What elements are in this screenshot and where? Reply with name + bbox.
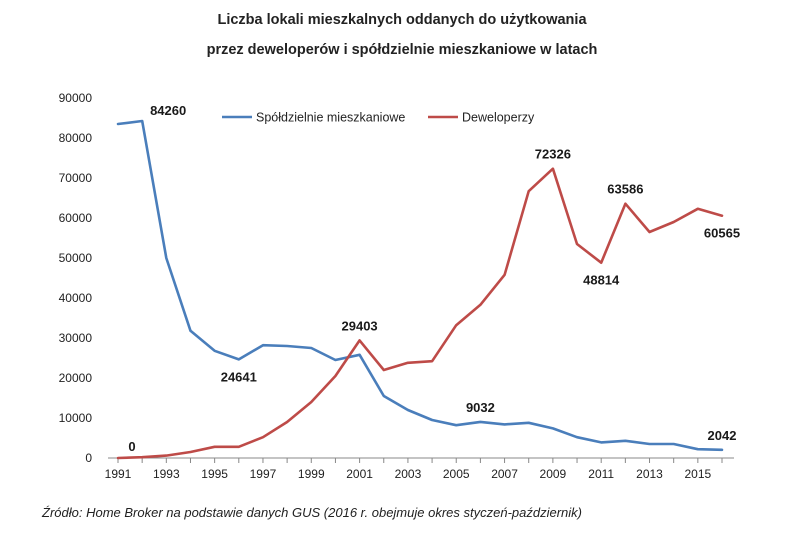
data-label: 9032 [466, 400, 495, 415]
x-tick-label: 1991 [105, 467, 132, 481]
y-tick-label: 80000 [59, 131, 93, 145]
y-tick-label: 0 [85, 451, 92, 465]
y-tick-label: 60000 [59, 211, 93, 225]
data-label: 63586 [607, 182, 643, 197]
x-tick-label: 2007 [491, 467, 518, 481]
data-label: 0 [128, 439, 135, 454]
x-tick-label: 2009 [540, 467, 567, 481]
data-label: 24641 [221, 369, 257, 384]
source-note: Źródło: Home Broker na podstawie danych … [41, 505, 582, 520]
data-label: 2042 [708, 428, 737, 443]
x-tick-label: 1995 [201, 467, 228, 481]
y-tick-label: 90000 [59, 91, 93, 105]
x-tick-label: 2001 [346, 467, 373, 481]
chart-title-line-1: Liczba lokali mieszkalnych oddanych do u… [217, 12, 587, 28]
legend-label-deweloperzy: Deweloperzy [462, 111, 535, 125]
series-lines [116, 119, 724, 460]
data-label: 60565 [704, 226, 740, 241]
x-tick-label: 1999 [298, 467, 325, 481]
x-tick-label: 2005 [443, 467, 470, 481]
y-axis-ticks: 0 10000 20000 30000 40000 50000 60000 70000 8000… [59, 91, 93, 465]
data-label: 72326 [535, 147, 571, 162]
data-labels: 84260 24641 9032 2042 0 29403 72326 48814 63586 6… [128, 103, 740, 454]
series-line-deweloperzy [116, 167, 724, 460]
y-tick-label: 20000 [59, 371, 93, 385]
x-tick-label: 1993 [153, 467, 180, 481]
y-tick-label: 10000 [59, 411, 93, 425]
data-label: 48814 [583, 273, 620, 288]
y-tick-label: 30000 [59, 331, 93, 345]
x-tick-label: 2013 [636, 467, 663, 481]
chart-title-line-2: przez deweloperów i spółdzielnie mieszka… [207, 42, 598, 58]
y-tick-label: 50000 [59, 251, 93, 265]
x-tick-label: 2003 [395, 467, 422, 481]
x-tick-label: 2015 [684, 467, 711, 481]
y-tick-label: 70000 [59, 171, 93, 185]
series-line-spoldzielnie [116, 119, 724, 452]
x-axis-ticks: 1991 1993 1995 1997 1999 2001 2003 2005 2007 2009… [105, 458, 723, 481]
x-tick-label: 2011 [588, 467, 614, 481]
legend: Spółdzielnie mieszkaniowe Deweloperzy [222, 111, 535, 125]
data-label: 84260 [150, 103, 186, 118]
x-tick-label: 1997 [250, 467, 277, 481]
data-label: 29403 [342, 318, 378, 333]
y-tick-label: 40000 [59, 291, 93, 305]
legend-label-spoldzielnie: Spółdzielnie mieszkaniowe [256, 111, 405, 125]
